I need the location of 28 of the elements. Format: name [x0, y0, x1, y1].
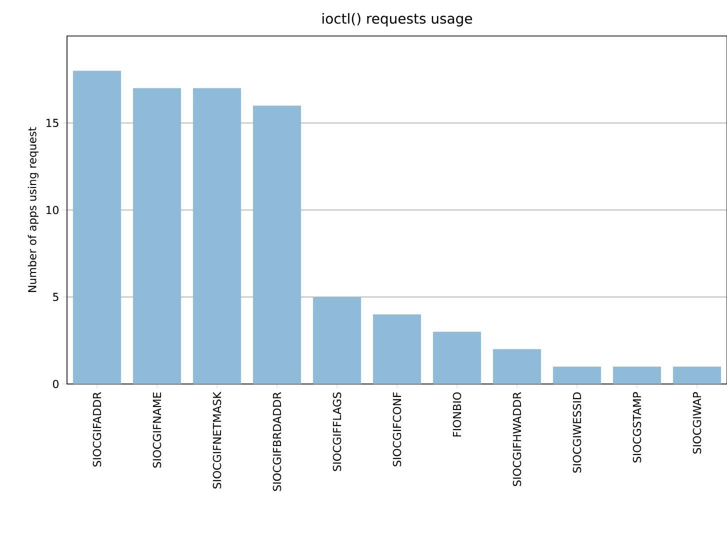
- x-tick-label: SIOCGIFADDR: [92, 392, 102, 467]
- bar: [493, 349, 542, 384]
- bar: [133, 88, 182, 384]
- y-tick-label: 5: [53, 292, 58, 302]
- x-tick-label: SIOCGIFCONF: [392, 392, 402, 466]
- bar: [613, 366, 662, 384]
- bar: [373, 314, 422, 384]
- x-tick-label: SIOCGIWAP: [692, 392, 702, 454]
- x-tick-label: SIOCGIFFLAGS: [332, 392, 342, 471]
- x-tick-label: FIONBIO: [452, 392, 462, 436]
- x-tick-label: SIOCGIFNETMASK: [212, 392, 222, 488]
- bar: [553, 366, 602, 384]
- x-tick-label: SIOCGIFHWADDR: [512, 392, 522, 486]
- bar: [253, 106, 302, 384]
- bar: [673, 366, 722, 384]
- x-tick-label: SIOCGIFNAME: [152, 392, 162, 468]
- bar: [313, 296, 362, 384]
- y-tick-label: 0: [52, 380, 58, 388]
- chart-title: ioctl() requests usage: [322, 12, 472, 26]
- y-tick-label: 10: [46, 206, 58, 214]
- bar: [433, 332, 482, 384]
- x-tick-label: SIOCGSTAMP: [632, 392, 642, 462]
- bar: [73, 70, 122, 384]
- y-axis-title: Number of apps using request: [28, 127, 38, 292]
- y-tick-label: 15: [46, 118, 58, 128]
- bar: [193, 88, 242, 384]
- x-tick-label: SIOCGIFBRDADDR: [272, 392, 282, 491]
- x-tick-label: SIOCGIWESSID: [572, 392, 582, 473]
